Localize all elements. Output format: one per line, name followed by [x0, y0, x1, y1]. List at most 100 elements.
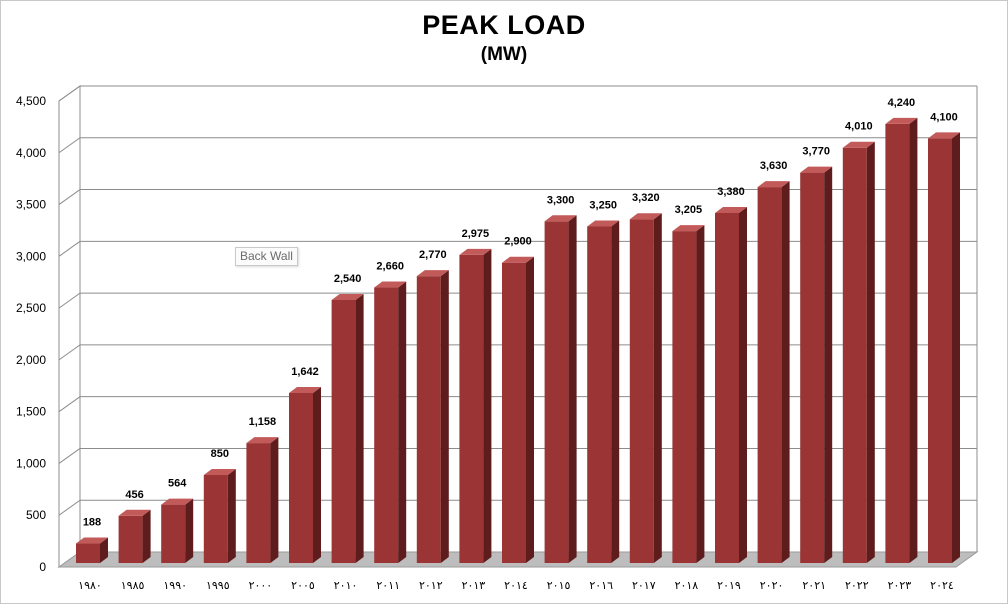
x-tick-label: ١٩٩٥ — [206, 579, 230, 592]
x-tick-label: ٢٠١٧ — [632, 579, 656, 592]
bar-front — [800, 172, 825, 563]
data-label: 3,320 — [632, 192, 660, 204]
y-tick-label: 4,000 — [16, 146, 46, 160]
data-label: 2,660 — [376, 261, 404, 273]
bar-top — [928, 132, 960, 139]
x-tick-label: ٢٠١٢ — [419, 579, 443, 592]
data-label: 2,540 — [334, 273, 362, 285]
bar[interactable] — [800, 166, 833, 563]
gridline-side — [58, 137, 81, 154]
bar[interactable] — [416, 270, 449, 563]
bar-front — [374, 287, 399, 563]
bar-top — [331, 293, 364, 300]
bar-front — [502, 262, 526, 563]
bar-front — [289, 392, 313, 563]
bar[interactable] — [672, 225, 705, 564]
bar[interactable] — [203, 468, 236, 563]
bar-front — [544, 221, 569, 563]
bar-side — [398, 281, 407, 563]
bar-side — [483, 248, 492, 563]
y-tick-label: 2,000 — [16, 353, 46, 367]
bar[interactable] — [928, 132, 960, 563]
bar[interactable] — [331, 293, 364, 563]
gridline-side — [58, 344, 81, 361]
bar-top — [587, 220, 620, 227]
bar-front — [672, 231, 697, 564]
bar[interactable] — [289, 386, 321, 563]
bar-top — [800, 166, 833, 173]
bar-side — [568, 215, 577, 563]
data-label: 3,300 — [547, 194, 575, 206]
data-label: 3,205 — [675, 204, 703, 216]
x-tick-label: ٢٠٢١ — [802, 579, 826, 592]
y-tick-label: 1,500 — [16, 405, 46, 419]
y-tick-label: 1,000 — [16, 456, 46, 470]
x-tick-label: ٢٠٢٠ — [760, 579, 784, 592]
x-tick-label: ٢٠١٩ — [717, 579, 741, 592]
data-label: 3,380 — [717, 186, 745, 198]
y-tick-label: 500 — [26, 508, 46, 522]
bar-top — [885, 117, 918, 124]
bar-side — [185, 498, 194, 563]
side-wall — [58, 85, 81, 568]
bar[interactable] — [502, 256, 534, 563]
bar[interactable] — [587, 220, 620, 563]
chart-title: PEAK LOAD — [422, 10, 586, 40]
data-label: 4,010 — [845, 121, 873, 133]
bar-side — [824, 166, 833, 563]
chart-subtitle: (MW) — [480, 44, 528, 65]
bar[interactable] — [246, 437, 279, 563]
bar[interactable] — [715, 206, 747, 563]
bar-front — [757, 187, 782, 564]
x-tick-label: ٢٠١٣ — [462, 579, 486, 592]
bar-side — [611, 220, 620, 563]
bar-front — [587, 226, 612, 563]
back-wall-tooltip: Back Wall — [235, 247, 298, 266]
bar-front — [118, 515, 143, 563]
bar-front — [928, 138, 952, 563]
bar[interactable] — [885, 117, 918, 564]
bar-side — [952, 132, 960, 563]
bar[interactable] — [161, 498, 194, 563]
bar-front — [76, 543, 100, 563]
x-tick-label: ٢٠٢٢ — [845, 579, 869, 592]
bar[interactable] — [459, 248, 492, 563]
bar-front — [416, 276, 441, 563]
data-label: 1,158 — [249, 416, 277, 428]
bar-top — [842, 141, 875, 148]
bar[interactable] — [544, 215, 577, 563]
data-label: 3,250 — [589, 199, 617, 211]
bar-top — [416, 270, 449, 277]
bar[interactable] — [842, 141, 875, 563]
bar-side — [440, 270, 449, 563]
x-tick-label: ٢٠١٨ — [675, 579, 699, 592]
data-label: 456 — [125, 489, 143, 501]
bar[interactable] — [374, 281, 407, 563]
bar-top — [757, 181, 790, 188]
bar[interactable] — [757, 181, 790, 564]
bar-top — [672, 225, 705, 232]
gridline-side — [58, 85, 81, 102]
data-label: 1,642 — [291, 366, 319, 378]
bar-side — [866, 141, 875, 563]
bar-front — [331, 299, 356, 563]
bar[interactable] — [629, 213, 662, 563]
bar-side — [270, 437, 279, 563]
y-tick-label: 4,500 — [16, 94, 46, 108]
bar[interactable] — [76, 537, 108, 563]
x-tick-label: ٢٠٢٤ — [930, 579, 954, 592]
data-label: 850 — [211, 448, 229, 460]
bar-front — [459, 254, 484, 563]
gridline-side — [58, 240, 81, 257]
data-label: 3,630 — [760, 160, 788, 172]
bar-side — [526, 256, 534, 563]
bar-top — [459, 248, 492, 255]
bar-top — [161, 498, 194, 505]
data-label: 564 — [168, 478, 187, 490]
bar-top — [289, 386, 321, 393]
bar-front — [885, 123, 910, 564]
bar-side — [696, 225, 705, 564]
bar[interactable] — [118, 509, 151, 563]
x-tick-label: ٢٠١٤ — [504, 579, 528, 592]
